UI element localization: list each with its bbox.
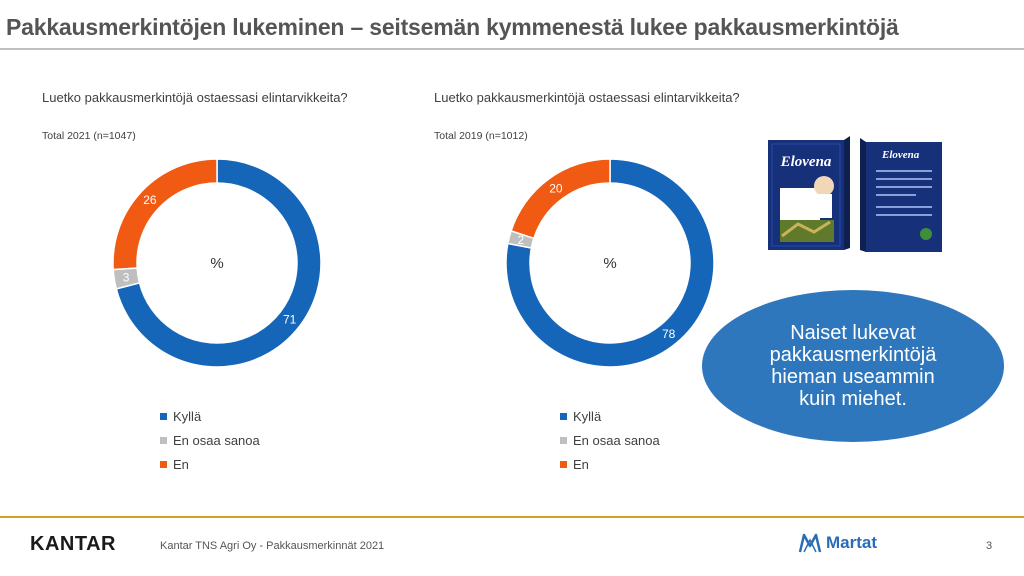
callout-bubble: Naiset lukevat pakkausmerkintöjä hieman … (702, 290, 1004, 442)
donut-value-label: 26 (143, 193, 157, 207)
product-brand-text: Elovena (780, 154, 832, 170)
donut-chart-2019: 78 2 20% (505, 158, 715, 368)
legend-item-en: En (160, 452, 260, 476)
martat-logo: Martat (798, 532, 877, 554)
legend-label: En osaa sanoa (573, 432, 660, 448)
legend-swatch-eos (560, 436, 567, 444)
donut-value-label: 20 (549, 182, 563, 196)
legend-item-kylla: Kyllä (560, 404, 660, 428)
donut-value-label: 78 (662, 327, 676, 341)
callout-text: Naiset lukevat pakkausmerkintöjä hieman … (769, 322, 937, 410)
legend-label: Kyllä (573, 408, 602, 424)
page-number: 3 (986, 540, 993, 552)
donut-slice-kyll- (115, 158, 322, 368)
title-divider (0, 48, 1024, 50)
legend-item-en: En (560, 452, 660, 476)
martat-logo-text: Martat (826, 533, 878, 552)
kantar-logo: KANTAR (30, 533, 116, 555)
chart-1-base: Total 2021 (n=1047) (42, 130, 136, 142)
donut-value-label: 2 (518, 233, 525, 247)
footer-divider (0, 516, 1024, 518)
legend-label: En (173, 456, 189, 472)
legend-swatch-en (160, 460, 167, 468)
martat-logo-icon (798, 533, 822, 553)
donut-center-label: % (210, 255, 223, 272)
slide-title: Pakkausmerkintöjen lukeminen – seitsemän… (6, 14, 899, 40)
product-package-front: Elovena (768, 136, 850, 250)
donut-value-label: 71 (283, 312, 297, 326)
donut-chart-2021: 71 3 26% (112, 158, 322, 368)
legend-label: Kyllä (173, 408, 202, 424)
legend-swatch-kylla (560, 412, 567, 420)
chart-2-legend: Kyllä En osaa sanoa En (560, 404, 660, 476)
donut-center-label: % (603, 255, 616, 272)
legend-label: En (573, 456, 589, 472)
legend-item-kylla: Kyllä (160, 404, 260, 428)
product-package-back: Elovena (860, 138, 942, 252)
chart-1-question: Luetko pakkausmerkintöjä ostaessasi elin… (42, 90, 348, 105)
donut-value-label: 3 (123, 270, 130, 284)
donut-slice-kyll- (505, 158, 715, 368)
legend-swatch-kylla (160, 412, 167, 420)
legend-swatch-eos (160, 436, 167, 444)
donut-slice-en (112, 158, 218, 271)
legend-swatch-en (560, 460, 567, 468)
legend-label: En osaa sanoa (173, 432, 260, 448)
footer-text: Kantar TNS Agri Oy - Pakkausmerkinnät 20… (160, 540, 385, 552)
chart-2-base: Total 2019 (n=1012) (434, 130, 528, 142)
chart-1-legend: Kyllä En osaa sanoa En (160, 404, 260, 476)
product-back-brand-text: Elovena (881, 149, 920, 161)
legend-item-eos: En osaa sanoa (160, 428, 260, 452)
donut-slice-en (510, 158, 611, 240)
chart-2-question: Luetko pakkausmerkintöjä ostaessasi elin… (434, 90, 740, 105)
legend-item-eos: En osaa sanoa (560, 428, 660, 452)
